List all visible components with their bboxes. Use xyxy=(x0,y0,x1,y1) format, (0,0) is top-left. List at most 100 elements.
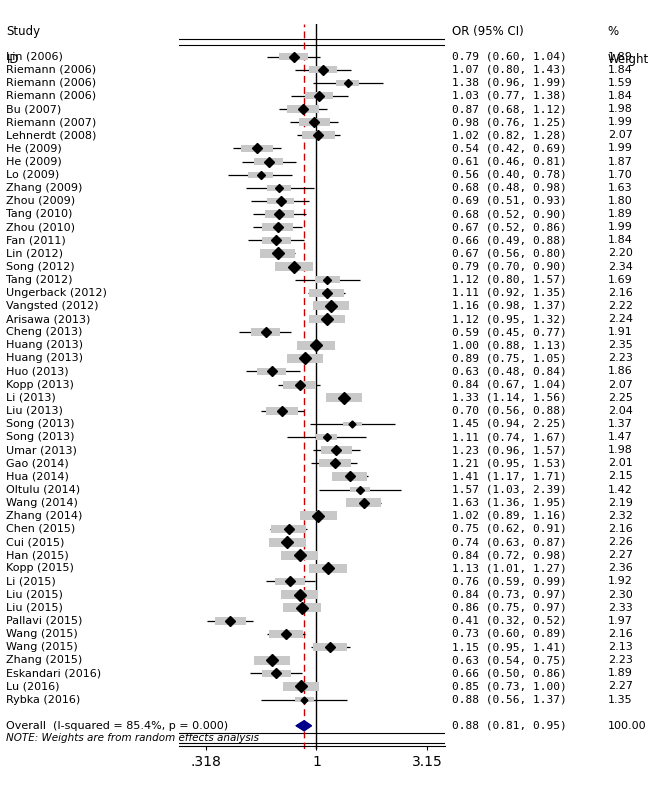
Text: 0.41 (0.32, 0.52): 0.41 (0.32, 0.52) xyxy=(452,616,567,626)
Text: Cheng (2013): Cheng (2013) xyxy=(6,328,83,337)
Text: 0.89 (0.75, 1.05): 0.89 (0.75, 1.05) xyxy=(452,354,567,363)
Text: 0.85 (0.73, 1.00): 0.85 (0.73, 1.00) xyxy=(452,681,567,691)
Text: 1.47: 1.47 xyxy=(608,432,632,442)
Text: 2.15: 2.15 xyxy=(608,472,632,481)
Text: ID: ID xyxy=(6,53,19,67)
Text: 0.67 (0.52, 0.86): 0.67 (0.52, 0.86) xyxy=(452,222,567,232)
Text: NOTE: Weights are from random effects analysis: NOTE: Weights are from random effects an… xyxy=(6,733,259,742)
Text: 2.16: 2.16 xyxy=(608,629,632,639)
Text: 1.13 (1.01, 1.27): 1.13 (1.01, 1.27) xyxy=(452,563,567,573)
Text: Li (2015): Li (2015) xyxy=(6,577,57,587)
Bar xyxy=(309,564,347,573)
Text: 2.32: 2.32 xyxy=(608,511,632,521)
Text: 1.21 (0.95, 1.53): 1.21 (0.95, 1.53) xyxy=(452,458,567,469)
Text: 1.98: 1.98 xyxy=(608,445,632,455)
Bar xyxy=(272,525,306,533)
Text: 2.07: 2.07 xyxy=(608,130,632,140)
Text: Lehnerdt (2008): Lehnerdt (2008) xyxy=(6,130,97,140)
Text: 0.69 (0.51, 0.93): 0.69 (0.51, 0.93) xyxy=(452,196,567,206)
Text: 1.11 (0.92, 1.35): 1.11 (0.92, 1.35) xyxy=(452,288,567,298)
Text: 0.87 (0.68, 1.12): 0.87 (0.68, 1.12) xyxy=(452,104,567,114)
Text: 2.30: 2.30 xyxy=(608,589,632,600)
Text: 1.99: 1.99 xyxy=(608,117,632,127)
Text: 0.98 (0.76, 1.25): 0.98 (0.76, 1.25) xyxy=(452,117,567,127)
Text: Weight: Weight xyxy=(608,53,649,67)
Bar xyxy=(254,656,290,665)
Text: 1.80: 1.80 xyxy=(608,196,632,206)
Text: 1.97: 1.97 xyxy=(608,616,632,626)
Text: 1.15 (0.95, 1.41): 1.15 (0.95, 1.41) xyxy=(452,642,567,652)
Text: 0.75 (0.62, 0.91): 0.75 (0.62, 0.91) xyxy=(452,524,567,534)
Bar xyxy=(257,368,286,375)
Text: 1.12 (0.95, 1.32): 1.12 (0.95, 1.32) xyxy=(452,314,567,324)
Text: 2.07: 2.07 xyxy=(608,380,632,389)
Bar xyxy=(283,381,316,389)
Text: 1.87: 1.87 xyxy=(608,156,632,167)
Text: 1.59: 1.59 xyxy=(608,78,632,88)
Polygon shape xyxy=(296,721,311,731)
Bar xyxy=(265,210,294,217)
Bar xyxy=(335,80,359,86)
Text: 0.67 (0.56, 0.80): 0.67 (0.56, 0.80) xyxy=(452,248,567,259)
Text: %: % xyxy=(608,25,619,37)
Text: 0.84 (0.67, 1.04): 0.84 (0.67, 1.04) xyxy=(452,380,567,389)
Bar xyxy=(350,487,370,492)
Text: Study: Study xyxy=(6,25,40,37)
Text: 1.16 (0.98, 1.37): 1.16 (0.98, 1.37) xyxy=(452,301,567,311)
Text: Oltulu (2014): Oltulu (2014) xyxy=(6,485,81,495)
Bar xyxy=(298,340,335,350)
Text: 1.03 (0.77, 1.38): 1.03 (0.77, 1.38) xyxy=(452,91,567,101)
Text: OR (95% CI): OR (95% CI) xyxy=(452,25,523,37)
Bar xyxy=(254,158,283,165)
Bar xyxy=(315,277,340,283)
Text: 1.86: 1.86 xyxy=(608,366,632,377)
Text: Liu (2015): Liu (2015) xyxy=(6,603,64,613)
Text: 0.88 (0.81, 0.95): 0.88 (0.81, 0.95) xyxy=(452,721,567,731)
Text: Wang (2015): Wang (2015) xyxy=(6,642,78,652)
Bar xyxy=(262,224,293,231)
Text: 0.79 (0.60, 1.04): 0.79 (0.60, 1.04) xyxy=(452,52,567,62)
Text: 2.33: 2.33 xyxy=(608,603,632,613)
Text: Zhang (2014): Zhang (2014) xyxy=(6,511,83,521)
Bar xyxy=(283,682,319,691)
Bar xyxy=(309,66,337,73)
Bar xyxy=(309,315,345,324)
Text: Gao (2014): Gao (2014) xyxy=(6,458,70,469)
Text: 1.69: 1.69 xyxy=(608,274,632,285)
Text: Riemann (2006): Riemann (2006) xyxy=(6,78,97,88)
Text: 1.33 (1.14, 1.56): 1.33 (1.14, 1.56) xyxy=(452,393,567,403)
Text: Lin (2006): Lin (2006) xyxy=(6,52,64,62)
Text: 1.63: 1.63 xyxy=(608,183,632,193)
Bar xyxy=(269,630,304,638)
Bar xyxy=(343,422,362,427)
Text: 1.63 (1.36, 1.95): 1.63 (1.36, 1.95) xyxy=(452,498,567,508)
Text: Kopp (2015): Kopp (2015) xyxy=(6,563,74,573)
Text: 1.41 (1.17, 1.71): 1.41 (1.17, 1.71) xyxy=(452,472,567,481)
Text: 1.98: 1.98 xyxy=(608,104,632,114)
Text: 0.68 (0.52, 0.90): 0.68 (0.52, 0.90) xyxy=(452,209,567,219)
Text: 1.84: 1.84 xyxy=(608,236,632,245)
Text: Rybka (2016): Rybka (2016) xyxy=(6,695,81,704)
Text: 1.84: 1.84 xyxy=(608,65,632,75)
Text: 2.19: 2.19 xyxy=(608,498,632,508)
Text: 1.57 (1.03, 2.39): 1.57 (1.03, 2.39) xyxy=(452,485,567,495)
Text: Liu (2013): Liu (2013) xyxy=(6,406,64,416)
Bar xyxy=(316,435,337,440)
Bar xyxy=(281,590,318,600)
Text: 1.02 (0.89, 1.16): 1.02 (0.89, 1.16) xyxy=(452,511,567,521)
Bar xyxy=(248,171,274,178)
Bar xyxy=(283,603,320,612)
Bar xyxy=(279,53,308,60)
Text: Riemann (2006): Riemann (2006) xyxy=(6,91,97,101)
Text: Zhou (2010): Zhou (2010) xyxy=(6,222,75,232)
Bar xyxy=(300,511,337,520)
Text: Fan (2011): Fan (2011) xyxy=(6,236,66,245)
Text: 1.35: 1.35 xyxy=(608,695,632,704)
Text: Riemann (2007): Riemann (2007) xyxy=(6,117,97,127)
Text: Huang (2013): Huang (2013) xyxy=(6,340,83,351)
Text: 1.37: 1.37 xyxy=(608,419,632,429)
Text: 0.56 (0.40, 0.78): 0.56 (0.40, 0.78) xyxy=(452,170,567,180)
Text: 1.91: 1.91 xyxy=(608,328,632,337)
Bar xyxy=(215,617,246,625)
Text: 0.70 (0.56, 0.88): 0.70 (0.56, 0.88) xyxy=(452,406,567,416)
